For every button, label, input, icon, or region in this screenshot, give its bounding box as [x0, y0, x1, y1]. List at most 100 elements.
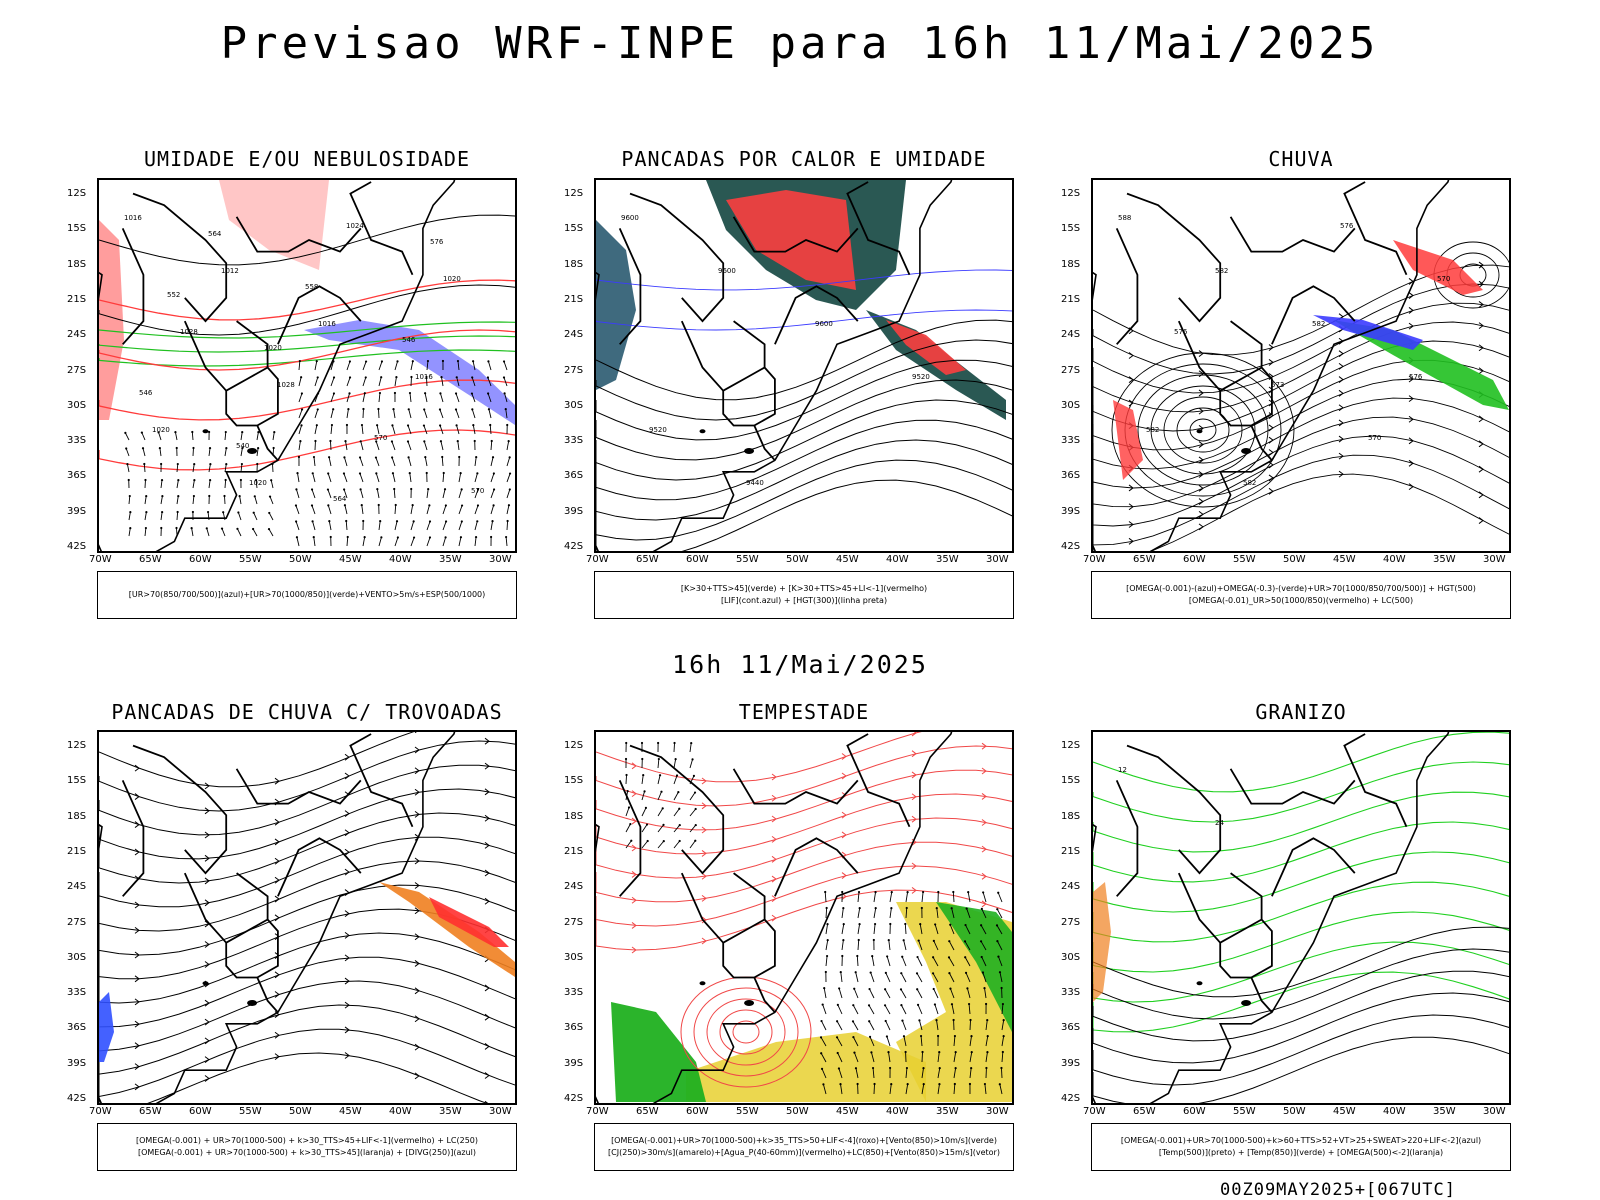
- lat-tick-label: 36S: [1061, 470, 1081, 482]
- lat-tick-label: 36S: [67, 470, 87, 482]
- contour-label: 24: [1215, 819, 1224, 827]
- contour-label: 582: [1146, 426, 1159, 434]
- contour-label: 1016: [318, 320, 336, 328]
- lon-tick-label: 40W: [389, 1106, 412, 1117]
- lat-tick-label: 42S: [564, 1093, 584, 1104]
- legend-line: [OMEGA(-0.001)-(azul)+OMEGA(-0.3)-(verde…: [1126, 584, 1476, 593]
- contour-label: 9520: [912, 373, 930, 381]
- map-canvas-2: 9600 9600 9600 9520 9520 9440: [596, 180, 1012, 551]
- contour-label: 9520: [649, 426, 667, 434]
- lat-tick-label: 15S: [564, 775, 584, 787]
- legend-box-1: [UR>70(850/700/500)](azul)+[UR>70(1000/8…: [97, 571, 517, 619]
- lat-tick-label: 42S: [67, 541, 87, 552]
- lon-tick-label: 50W: [1283, 554, 1306, 565]
- legend-line: [OMEGA(-0.001) + UR>70(1000-500) + k>30_…: [137, 1148, 477, 1157]
- lat-tick-label: 12S: [1061, 188, 1081, 199]
- lon-tick-label: 65W: [139, 1106, 162, 1117]
- contour-label: 1028: [277, 381, 295, 389]
- contour-label: 9600: [718, 267, 736, 275]
- lon-tick-label: 50W: [786, 554, 809, 565]
- lat-tick-label: 30S: [564, 399, 584, 411]
- lat-tick-label: 18S: [564, 258, 584, 270]
- map-canvas-3: 588 582 582 576 582 582 576 570 576 573 570: [1093, 180, 1509, 551]
- lat-tick-label: 24S: [564, 881, 584, 893]
- lat-tick-label: 24S: [1061, 329, 1081, 341]
- lon-tick-label: 45W: [1333, 554, 1356, 565]
- contour-label: 9600: [815, 320, 833, 328]
- lon-tick-label: 65W: [636, 554, 659, 565]
- lat-tick-label: 21S: [564, 293, 584, 305]
- lon-tick-label: 45W: [836, 554, 859, 565]
- map-canvas-5: [596, 732, 1012, 1103]
- contour-label: 570: [374, 434, 387, 442]
- lon-tick-label: 65W: [1133, 554, 1156, 565]
- contour-label: 582: [1312, 320, 1325, 328]
- map-panel-3: 588 582 582 576 582 582 576 570 576 573 570: [1091, 178, 1511, 553]
- lat-tick-label: 39S: [1061, 505, 1081, 517]
- contour-label: 1016: [415, 373, 433, 381]
- legend-box-6: [OMEGA(-0.001)+UR>70(1000-500)+k>60+TTS>…: [1091, 1123, 1511, 1171]
- contour-label: 1016: [124, 214, 142, 222]
- legend-line: [Temp(500)](preto) + [Temp(850)](verde) …: [1158, 1148, 1444, 1157]
- lat-tick-label: 27S: [67, 916, 87, 928]
- panel-title-2: PANCADAS POR CALOR E UMIDADE: [621, 147, 987, 171]
- contour-label: 573: [1271, 381, 1284, 389]
- lon-tick-label: 55W: [239, 554, 262, 565]
- panel-title-4: PANCADAS DE CHUVA C/ TROVOADAS: [111, 700, 503, 724]
- lat-tick-label: 15S: [564, 223, 584, 235]
- lon-tick-label: 30W: [489, 554, 512, 565]
- lon-tick-label: 30W: [986, 554, 1009, 565]
- lon-tick-label: 45W: [1333, 1106, 1356, 1117]
- contour-label: 546: [139, 389, 153, 397]
- lat-tick-label: 30S: [67, 951, 87, 963]
- lat-tick-label: 36S: [564, 470, 584, 482]
- main-title: Previsao WRF-INPE para 16h 11/Mai/2025: [220, 18, 1380, 69]
- lon-tick-label: 55W: [1233, 554, 1256, 565]
- lon-tick-label: 35W: [439, 1106, 462, 1117]
- lat-tick-label: 36S: [564, 1022, 584, 1034]
- contour-label: 1024: [346, 222, 364, 230]
- legend-line: [K>30+TTS>45](verde) + [K>30+TTS>45+LI<-…: [680, 584, 928, 593]
- legend-box-2: [K>30+TTS>45](verde) + [K>30+TTS>45+LI<-…: [594, 571, 1014, 619]
- lon-tick-label: 70W: [89, 554, 112, 565]
- lat-tick-label: 15S: [1061, 775, 1081, 787]
- lat-tick-label: 24S: [1061, 881, 1081, 893]
- contour-label: 588: [1118, 214, 1131, 222]
- lat-tick-label: 15S: [67, 775, 87, 787]
- lon-tick-label: 40W: [389, 554, 412, 565]
- lon-tick-label: 50W: [289, 554, 312, 565]
- contour-label: 564: [208, 230, 222, 238]
- lon-tick-label: 55W: [736, 1106, 759, 1117]
- lon-tick-label: 45W: [339, 554, 362, 565]
- contour-label: 546: [402, 336, 416, 344]
- lon-tick-label: 40W: [1383, 554, 1406, 565]
- lon-tick-label: 55W: [239, 1106, 262, 1117]
- map-canvas-1: 1016 1012 1016 1016 1020 1020 1024 1020 1028 1028…: [99, 180, 515, 551]
- lat-tick-label: 15S: [1061, 223, 1081, 235]
- map-panel-4: [97, 730, 517, 1105]
- lat-tick-label: 39S: [67, 505, 87, 517]
- contour-label: 1028: [180, 328, 198, 336]
- legend-line: [OMEGA(-0.001) + UR>70(1000-500) + k>30_…: [135, 1136, 479, 1145]
- lon-tick-label: 30W: [1483, 1106, 1506, 1117]
- contour-label: 576: [430, 238, 444, 246]
- contour-label: 558: [305, 283, 318, 291]
- map-panel-1: 1016 1012 1016 1016 1020 1020 1024 1020 1028 1028…: [97, 178, 517, 553]
- lat-tick-label: 12S: [67, 740, 87, 751]
- contour-label: 12: [1118, 766, 1127, 774]
- lat-tick-label: 42S: [67, 1093, 87, 1104]
- legend-line: [UR>70(850/700/500)](azul)+[UR>70(1000/8…: [128, 590, 486, 599]
- lat-tick-label: 27S: [67, 364, 87, 376]
- panel-title-6: GRANIZO: [1255, 700, 1347, 724]
- contour-label: 540: [236, 442, 249, 450]
- lat-tick-label: 33S: [564, 435, 584, 447]
- lat-tick-label: 33S: [1061, 435, 1081, 447]
- lat-tick-label: 24S: [67, 329, 87, 341]
- lon-tick-label: 35W: [439, 554, 462, 565]
- lat-tick-label: 42S: [1061, 1093, 1081, 1104]
- lon-tick-label: 45W: [836, 1106, 859, 1117]
- lon-tick-label: 30W: [489, 1106, 512, 1117]
- lat-tick-label: 39S: [564, 505, 584, 517]
- contour-label: 9440: [746, 479, 764, 487]
- lat-tick-label: 36S: [1061, 1022, 1081, 1034]
